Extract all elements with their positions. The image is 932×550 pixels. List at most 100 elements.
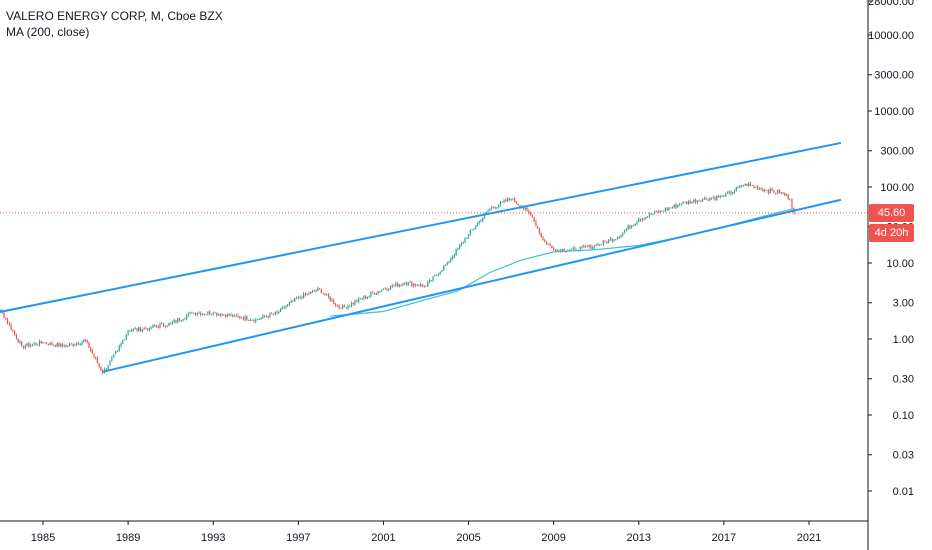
candle-body xyxy=(579,247,581,252)
candle-body xyxy=(274,311,276,315)
candle-body xyxy=(370,292,372,296)
candle-body xyxy=(705,197,707,200)
price-tick-label: 0.03 xyxy=(893,450,914,462)
candle-body xyxy=(775,192,777,194)
candle-body xyxy=(74,344,76,346)
candle-body xyxy=(336,305,338,307)
candle-body xyxy=(61,343,64,347)
candle-body xyxy=(68,343,71,346)
candle-body xyxy=(248,320,250,321)
candle-body xyxy=(272,313,275,315)
symbol-title[interactable]: VALERO ENERGY CORP, M, Cboe BZX xyxy=(6,9,223,23)
plot-area xyxy=(0,141,868,375)
candle-body xyxy=(359,298,362,300)
candle-body xyxy=(256,319,259,321)
candle-body xyxy=(709,198,711,201)
candle-body xyxy=(155,326,158,328)
time-tick-label: 2021 xyxy=(797,532,821,544)
candle-body xyxy=(388,289,390,290)
indicator-label[interactable]: MA (200, close) xyxy=(6,25,90,39)
candle-body xyxy=(574,247,576,250)
candle-body xyxy=(196,313,198,316)
candle-body xyxy=(311,290,314,292)
candle-body xyxy=(146,328,149,330)
candle-body xyxy=(700,200,702,202)
candle-body xyxy=(200,313,202,315)
candle-body xyxy=(455,249,457,255)
candle-body xyxy=(180,320,182,322)
candle-body xyxy=(533,217,535,222)
time-tick-label: 2009 xyxy=(541,532,565,544)
candle-body xyxy=(789,198,791,200)
candle-body xyxy=(19,341,21,343)
candle-body xyxy=(391,285,393,287)
candle-body xyxy=(96,358,99,364)
candle-body xyxy=(584,246,587,248)
candle-body xyxy=(590,244,592,249)
candle-body xyxy=(198,313,200,314)
candle-body xyxy=(664,208,666,212)
candle-body xyxy=(349,305,351,307)
candle-body xyxy=(31,344,33,346)
candle-body xyxy=(471,229,473,231)
candle-body xyxy=(122,340,124,344)
candle-body xyxy=(308,293,310,295)
price-tick-label: 1.00 xyxy=(893,334,914,346)
candle-body xyxy=(693,199,695,202)
candle-body xyxy=(466,238,468,240)
candle-body xyxy=(622,232,624,236)
candle-body xyxy=(327,293,330,297)
candle-body xyxy=(150,327,152,329)
candle-body xyxy=(56,343,58,347)
candle-body xyxy=(787,194,789,200)
candle-body xyxy=(281,307,283,309)
candle-body xyxy=(37,344,39,346)
candle-body xyxy=(258,319,260,320)
candle-body xyxy=(217,314,220,316)
candle-body xyxy=(244,316,246,320)
price-tick-label: 300.00 xyxy=(880,146,914,158)
candle-body xyxy=(109,360,111,366)
candle-body xyxy=(517,203,519,206)
candle-body xyxy=(203,313,205,315)
candle-body xyxy=(276,311,278,313)
candle-body xyxy=(581,245,583,248)
candle-body xyxy=(326,293,328,295)
candle-body xyxy=(586,246,588,248)
candle-body xyxy=(386,288,388,290)
candle-body xyxy=(361,298,363,300)
candle-body xyxy=(139,327,142,332)
candle-body xyxy=(782,192,784,194)
candle-body xyxy=(648,213,651,217)
candle-body xyxy=(577,250,580,252)
candle-body xyxy=(427,282,429,286)
candle-body xyxy=(382,288,385,290)
candle-body xyxy=(184,318,186,320)
candle-body xyxy=(398,284,401,287)
time-tick-label: 2013 xyxy=(627,532,651,544)
candle-body xyxy=(505,200,507,202)
time-tick-label: 1985 xyxy=(31,532,55,544)
candle-body xyxy=(677,205,679,208)
candle-body xyxy=(762,189,764,192)
candle-body xyxy=(29,345,32,347)
candle-body xyxy=(299,297,301,299)
candle-body xyxy=(118,346,120,351)
candle-body xyxy=(324,293,326,295)
candle-body xyxy=(375,293,377,295)
candle-body xyxy=(482,217,484,221)
candle-body xyxy=(17,338,19,343)
candle-body xyxy=(216,312,218,316)
candle-body xyxy=(561,249,564,252)
price-axis[interactable]: 28000.00 10000.00 3000.00 1000.00 300.00 100.… xyxy=(867,0,914,550)
time-axis[interactable]: 1985 1989 1993 1997 2001 2005 2009 2013 2017 2021 xyxy=(0,520,868,544)
candle-body xyxy=(432,276,434,281)
candle-body xyxy=(462,242,464,244)
candle-body xyxy=(171,321,174,324)
candle-body xyxy=(79,344,81,346)
candle-body xyxy=(72,343,74,346)
candle-body xyxy=(428,279,431,283)
candle-body xyxy=(583,245,585,247)
candle-body xyxy=(634,223,636,226)
